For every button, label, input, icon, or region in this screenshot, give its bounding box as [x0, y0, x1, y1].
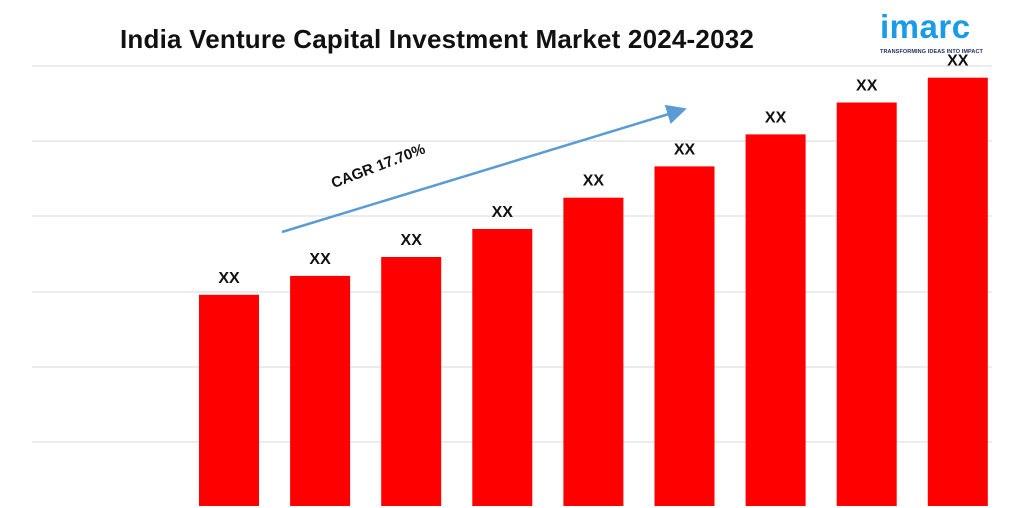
bar-2026 [381, 257, 442, 506]
cagr-arrow [281, 104, 687, 234]
data-label-2025: XX [309, 251, 331, 268]
logo-wordmark: imarc [880, 8, 971, 45]
bar-2032 [927, 77, 988, 506]
data-label-2029: XX [674, 141, 696, 158]
data-label-2028: XX [583, 173, 605, 190]
data-label-2031: XX [856, 78, 878, 95]
bar-2031 [836, 102, 897, 506]
logo-tagline: TRANSFORMING IDEAS INTO IMPACT [880, 49, 984, 55]
bars [199, 77, 988, 506]
data-label-2032: XX [947, 53, 969, 70]
cagr-arrow-line [281, 104, 687, 234]
bar-2027 [472, 229, 533, 506]
data-label-2024: XX [218, 270, 240, 287]
data-label-2026: XX [401, 232, 423, 249]
chart-title: India Venture Capital Investment Market … [120, 24, 755, 54]
bar-2030 [745, 134, 806, 506]
bar-2025 [290, 275, 351, 506]
imarc-logo: imarc TRANSFORMING IDEAS INTO IMPACT [880, 8, 992, 58]
bar-2029 [654, 166, 715, 506]
data-labels: XX XX XX XX XX XX XX XX XX [218, 53, 968, 287]
bar-2028 [563, 197, 624, 506]
bar-2024 [199, 294, 259, 506]
data-label-2030: XX [765, 109, 787, 126]
data-label-2027: XX [492, 204, 514, 221]
